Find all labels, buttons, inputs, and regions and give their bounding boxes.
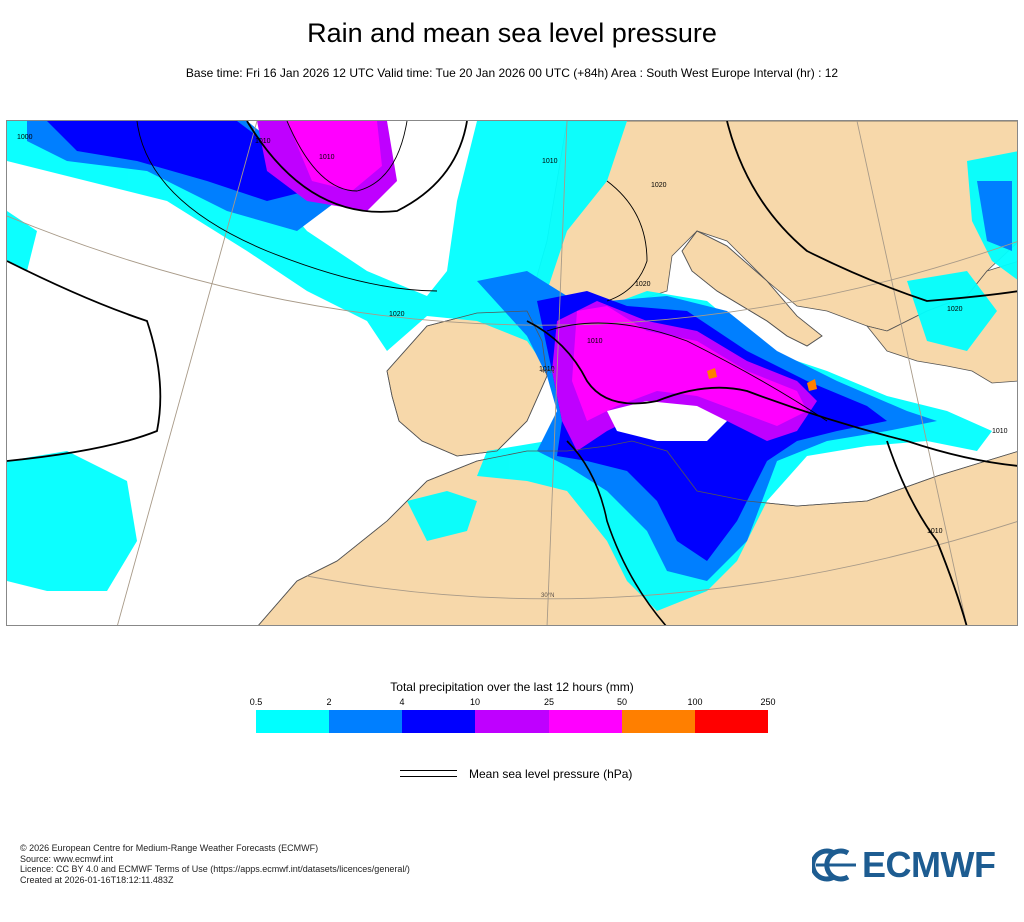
isobar-1010-med [526,320,1017,467]
footer-credits: © 2026 European Centre for Medium-Range … [20,843,410,885]
isobar-east [886,440,968,625]
precip-gap-sea [607,401,727,441]
chart-title: Rain and mean sea level pressure [307,18,717,48]
isobar-label: 1010 [927,528,943,535]
isobar-europe [726,121,1017,302]
coastlines [258,230,1017,625]
isobar-label: 1010 [539,366,555,373]
isobar-label: 1020 [947,306,963,313]
chart-subtitle: Base time: Fri 16 Jan 2026 12 UTC Valid … [185,66,839,80]
isobar-label: 1010 [255,138,271,145]
mslp-legend-line [400,770,457,771]
isobar-label: 1020 [635,281,651,288]
isobar-1020-france [606,180,648,302]
isobar-label: 1020 [389,311,405,318]
ecmwf-logo: ECMWF [810,844,1008,885]
colorbar-segment [621,710,695,733]
colorbar-segment [256,710,330,733]
precip-cyan-morocco [407,491,477,541]
precip-magenta-north [287,121,382,191]
colorbar-tick: 4 [399,697,405,707]
footer-source: Source: www.ecmwf.int [20,853,114,864]
graticule-label-40n: 40°N [541,369,554,375]
isobar-labels: 1000 1010 1010 1020 1020 1010 1020 1010 … [17,134,1008,535]
precip-orange-2 [807,379,817,391]
isobars [7,121,1017,625]
isobar-label: 1010 [992,428,1008,435]
colorbar-segment [475,710,549,733]
precipitation-field [7,121,1017,611]
precip-cyan-greece [907,271,997,351]
isobar-label: 1020 [651,182,667,189]
legend-title: Total precipitation over the last 12 hou… [390,680,634,694]
precipitation-colorbar [256,710,768,733]
colorbar-segment [329,710,403,733]
isobar-1010-inner [546,322,828,422]
footer-created: Created at 2026-01-16T18:12:11.483Z [20,874,174,885]
isobar-1010-north [246,121,468,213]
precip-darkblue-north [47,121,307,201]
colorbar-segment [694,710,768,733]
precip-cyan-west [7,211,37,271]
graticule-lon-3 [856,121,968,625]
footer-licence: Licence: CC BY 4.0 and ECMWF Terms of Us… [20,864,410,874]
ecmwf-logo-icon [810,848,856,882]
colorbar-tick: 0.5 [249,697,263,707]
mslp-legend-label: Mean sea level pressure (hPa) [469,767,633,781]
ecmwf-logo-text: ECMWF [862,844,996,885]
isobar-1000-north [286,121,408,192]
graticule-lon-2 [546,121,568,625]
graticule-label-30n: 30°N [541,593,554,599]
isobar-label: 1000 [17,134,33,141]
graticule-lat-30 [306,521,1017,600]
colorbar-tick: 50 [616,697,628,707]
precip-orange-1 [707,368,717,379]
colorbar-ticks: 0.5 2 4 10 25 50 100 250 [250,697,776,709]
isobar-atlantic [7,260,162,462]
forecast-map[interactable]: 1000 1010 1010 1020 1020 1010 1020 1010 … [6,120,1018,626]
map-canvas: 1000 1010 1010 1020 1020 1010 1020 1010 … [7,121,1017,625]
precip-25-50mm [287,121,807,426]
isobar-label: 1010 [319,154,335,161]
graticule-lon-1 [117,121,258,625]
graticule-labels: 30°N 40°N [541,369,554,599]
precip-magenta-med [572,306,807,426]
colorbar-tick: 25 [543,697,555,707]
footer-copyright: © 2026 European Centre for Medium-Range … [20,843,319,853]
isobar-1020-north [136,121,438,292]
colorbar-segment [548,710,622,733]
precip-blue-east [977,181,1012,251]
precip-50-100mm [707,368,817,391]
isobar-label: 1010 [542,158,558,165]
graticule [7,121,1017,625]
colorbar-tick: 2 [326,697,332,707]
mslp-legend-line [400,776,457,777]
precip-cyan-atlantic [7,451,137,591]
graticule-lat-40 [7,215,1017,326]
colorbar-tick: 100 [687,697,703,707]
colorbar-segment [402,710,476,733]
colorbar-tick: 250 [760,697,776,707]
colorbar-tick: 10 [469,697,481,707]
isobar-label: 1010 [587,338,603,345]
isobar-africa [566,440,667,625]
